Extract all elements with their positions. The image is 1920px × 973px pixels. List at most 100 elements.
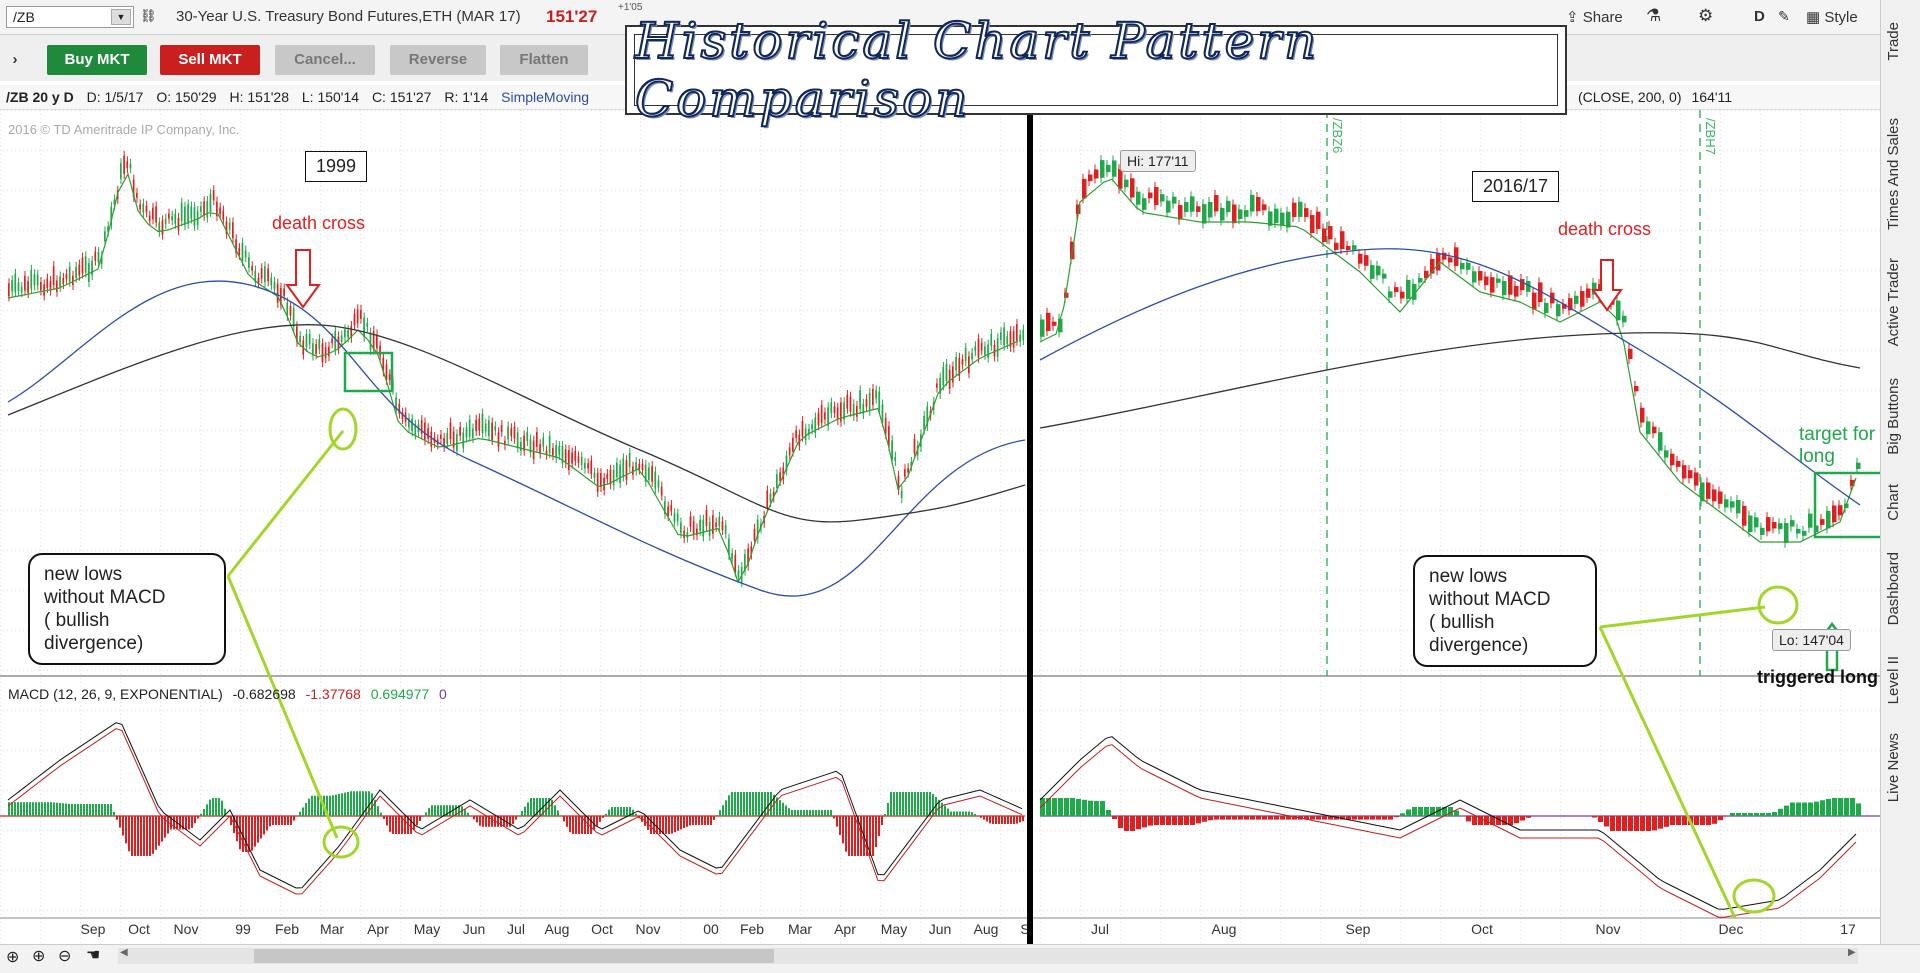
style-button[interactable]: ▦ Style — [1806, 8, 1858, 26]
share-button[interactable]: ⇪ Share — [1566, 8, 1623, 26]
right-candle-body — [1838, 505, 1843, 515]
right-macd-bar — [1742, 813, 1747, 816]
left-candle-body — [146, 206, 148, 213]
left-macd-bar — [80, 804, 82, 816]
left-candle-body — [315, 344, 317, 354]
right-candle-body — [1100, 160, 1105, 178]
left-macd-bar — [308, 799, 310, 816]
pan-hand-icon[interactable]: ☚ — [86, 945, 100, 965]
left-candle-body — [174, 214, 176, 224]
chevron-down-icon[interactable]: ▼ — [111, 9, 131, 25]
scrollbar-thumb[interactable] — [254, 949, 774, 963]
symbol-input[interactable]: /ZB ▼ — [6, 6, 134, 28]
left-macd-bar — [425, 812, 427, 816]
left-candle-body — [738, 570, 740, 577]
right-macd-bar — [1280, 816, 1285, 820]
left-candle-body — [619, 465, 621, 484]
right-macd-bar — [1526, 816, 1531, 818]
left-candle-body — [952, 366, 954, 382]
left-macd-bar — [125, 816, 127, 843]
left-candle-body — [651, 466, 653, 482]
left-candle-body — [261, 268, 263, 278]
right-candle-body — [1346, 246, 1351, 250]
left-candle-body — [792, 438, 794, 452]
left-macd-bar — [983, 816, 985, 820]
left-candle-body — [946, 364, 948, 381]
x-axis-label: Jun — [463, 921, 486, 937]
tab-times-and-sales[interactable]: Times And Sales — [1885, 118, 1902, 230]
x-axis-label: Nov — [636, 921, 661, 937]
tab-active-trader[interactable]: Active Trader — [1885, 258, 1902, 346]
gear-icon[interactable]: ⚙ — [1698, 6, 1713, 26]
right-candle-body — [1820, 519, 1825, 525]
left-candle-body — [603, 478, 605, 490]
drawing-icon[interactable]: ✎ — [1778, 8, 1790, 25]
link-icon[interactable]: ⛓ — [140, 8, 154, 26]
left-macd-bar — [872, 816, 874, 856]
left-macd-bar — [920, 792, 922, 816]
right-macd-bar — [1634, 816, 1639, 831]
left-macd-bar — [77, 804, 79, 816]
right-macd-bar — [1844, 798, 1849, 816]
right-candle-body — [1622, 316, 1627, 323]
left-macd-bar — [635, 814, 637, 816]
left-candle-body — [427, 428, 429, 439]
zoom-out-icon[interactable]: ⊖ — [58, 946, 71, 966]
left-macd-bar — [878, 816, 880, 836]
reverse-button[interactable]: Reverse — [390, 45, 486, 75]
scroll-right-icon[interactable]: ▶ — [1848, 947, 1856, 958]
left-macd-bar — [527, 802, 529, 816]
right-candle-body — [1616, 301, 1621, 321]
cancel-button[interactable]: Cancel... — [275, 45, 375, 75]
right-candle-body — [1172, 197, 1177, 204]
zoom-in-icon[interactable]: ⊕ — [32, 946, 45, 966]
right-macd-bar — [1514, 816, 1519, 823]
right-macd-bar — [1604, 816, 1609, 827]
flask-icon[interactable]: ⚗ — [1646, 6, 1661, 26]
tab-trade[interactable]: Trade — [1885, 22, 1902, 61]
right-macd-bar — [1184, 816, 1189, 825]
crosshair-icon[interactable]: ⊕ — [6, 947, 19, 967]
left-candle-body — [661, 487, 663, 496]
tab-chart[interactable]: Chart — [1885, 484, 1902, 521]
sell-market-button[interactable]: Sell MKT — [160, 45, 260, 75]
left-macd-bar — [551, 800, 553, 816]
left-macd-bar — [389, 816, 391, 832]
right-candle-body — [1220, 208, 1225, 221]
left-candle-body — [725, 525, 727, 534]
right-candle-body — [1544, 303, 1549, 313]
left-candle-body — [251, 266, 253, 270]
scroll-left-icon[interactable]: ◀ — [120, 947, 128, 958]
left-macd-bar — [791, 810, 793, 816]
left-candle-body — [955, 357, 957, 370]
right-candle-body — [1202, 204, 1207, 223]
tab-live-news[interactable]: Live News — [1885, 733, 1902, 802]
right-candle-body — [1184, 202, 1189, 212]
right-candle-body — [1688, 470, 1693, 478]
buy-market-button[interactable]: Buy MKT — [47, 45, 147, 75]
period-selector[interactable]: D — [1754, 8, 1765, 25]
right-macd-bar — [1472, 816, 1477, 825]
tab-big-buttons[interactable]: Big Buttons — [1885, 378, 1902, 455]
left-macd-bar — [422, 816, 424, 817]
left-macd-bar — [980, 816, 982, 818]
expand-icon[interactable]: › — [6, 45, 24, 75]
right-macd-bar — [1250, 816, 1255, 820]
left-candle-body — [731, 553, 733, 559]
tab-level-ii[interactable]: Level II — [1885, 656, 1902, 704]
left-candle-body — [501, 425, 503, 432]
right-candle-body — [1262, 204, 1267, 210]
right-macd-bar — [1190, 816, 1195, 825]
left-candle-body — [360, 310, 362, 319]
left-macd-bar — [737, 792, 739, 816]
right-macd-bar — [1646, 816, 1651, 831]
left-candle-body — [802, 421, 804, 437]
flatten-button[interactable]: Flatten — [500, 45, 588, 75]
left-candle-body — [491, 423, 493, 440]
left-macd-bar — [167, 816, 169, 834]
left-macd-bar — [794, 810, 796, 816]
left-candle-body — [968, 356, 970, 373]
left-candle-body — [574, 451, 576, 461]
x-axis-label: Feb — [740, 921, 764, 937]
tab-dashboard[interactable]: Dashboard — [1885, 552, 1902, 625]
